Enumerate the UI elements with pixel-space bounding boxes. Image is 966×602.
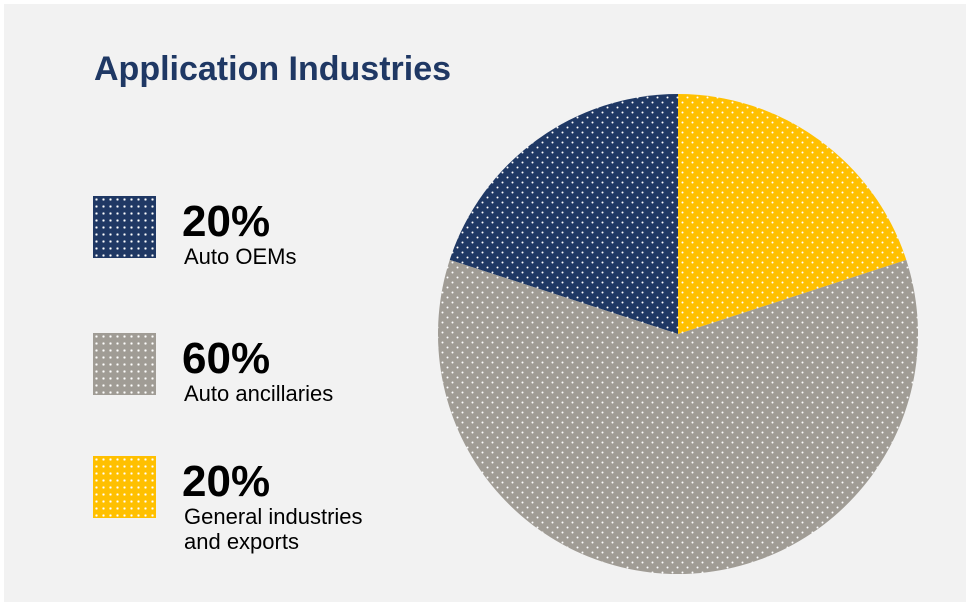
pie-slice — [678, 94, 907, 334]
chart-title: Application Industries — [94, 50, 452, 88]
pie-slice — [449, 94, 678, 334]
legend-label: General industries and exports — [184, 504, 363, 554]
pie-slice — [438, 259, 918, 575]
legend-label: Auto OEMs — [184, 244, 297, 269]
legend-swatch — [93, 456, 156, 518]
value-label: 60% — [182, 334, 271, 383]
legend-label: Auto ancillaries — [184, 381, 334, 406]
legend-swatch — [93, 333, 156, 395]
value-label: 20% — [182, 457, 271, 506]
value-label: 20% — [182, 197, 271, 246]
legend-swatch — [93, 196, 156, 258]
